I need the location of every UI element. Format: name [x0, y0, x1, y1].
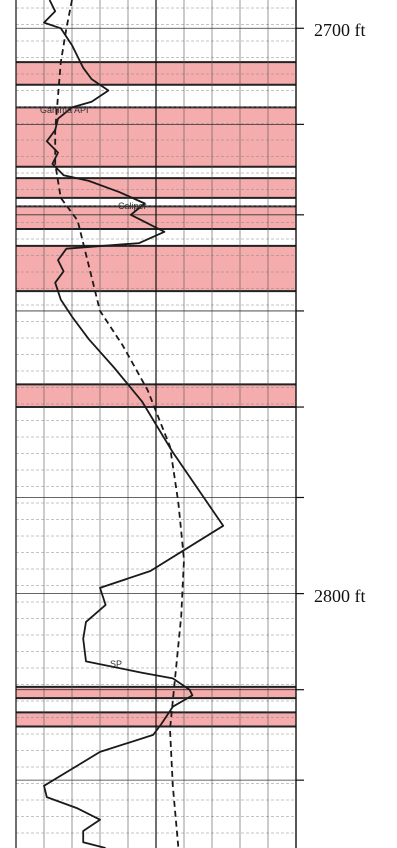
depth-tick-label: 2800 ft [314, 585, 366, 606]
curve-caliper [54, 0, 185, 848]
depth-axis [295, 0, 304, 848]
curve-label: Gamma API [40, 105, 89, 115]
curve-labels: Gamma API Caliper SP [40, 105, 147, 669]
curve-label: Caliper [118, 201, 147, 211]
curve-label: SP [110, 659, 122, 669]
curve-gamma-api [43, 0, 225, 848]
log-curves [43, 0, 225, 848]
depth-tick-label: 2700 ft [314, 20, 366, 41]
